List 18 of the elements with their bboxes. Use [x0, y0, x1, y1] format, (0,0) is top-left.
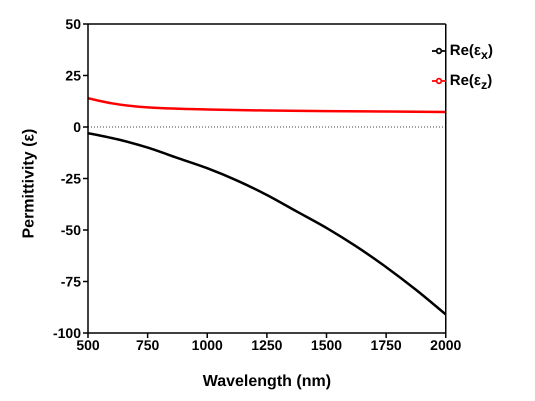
y-tick-label: -75 — [60, 273, 82, 290]
x-tick-label: 1750 — [370, 336, 402, 353]
y-tick-label: -100 — [52, 324, 82, 341]
x-tick-label: 750 — [136, 336, 160, 353]
x-tick-label: 1000 — [192, 336, 224, 353]
y-axis-title: Permittivity (ε) — [20, 128, 38, 238]
x-axis-title: Wavelength (nm) — [202, 373, 332, 390]
x-tick-label: 1500 — [310, 336, 342, 353]
y-tick-label: -25 — [60, 170, 82, 186]
y-tick-label: 25 — [65, 67, 82, 84]
line-series — [88, 96, 446, 114]
x-tick-label: 2000 — [430, 336, 462, 353]
y-tick-label: 0 — [73, 118, 82, 135]
y-tick-label: -50 — [60, 222, 82, 238]
legend-label: Re(ε$_{z}$) — [450, 72, 492, 92]
legend-label: Re(ε$_{x}$) — [450, 42, 493, 62]
y-tick-label: 50 — [65, 16, 82, 32]
x-tick-label: 1250 — [251, 336, 283, 353]
